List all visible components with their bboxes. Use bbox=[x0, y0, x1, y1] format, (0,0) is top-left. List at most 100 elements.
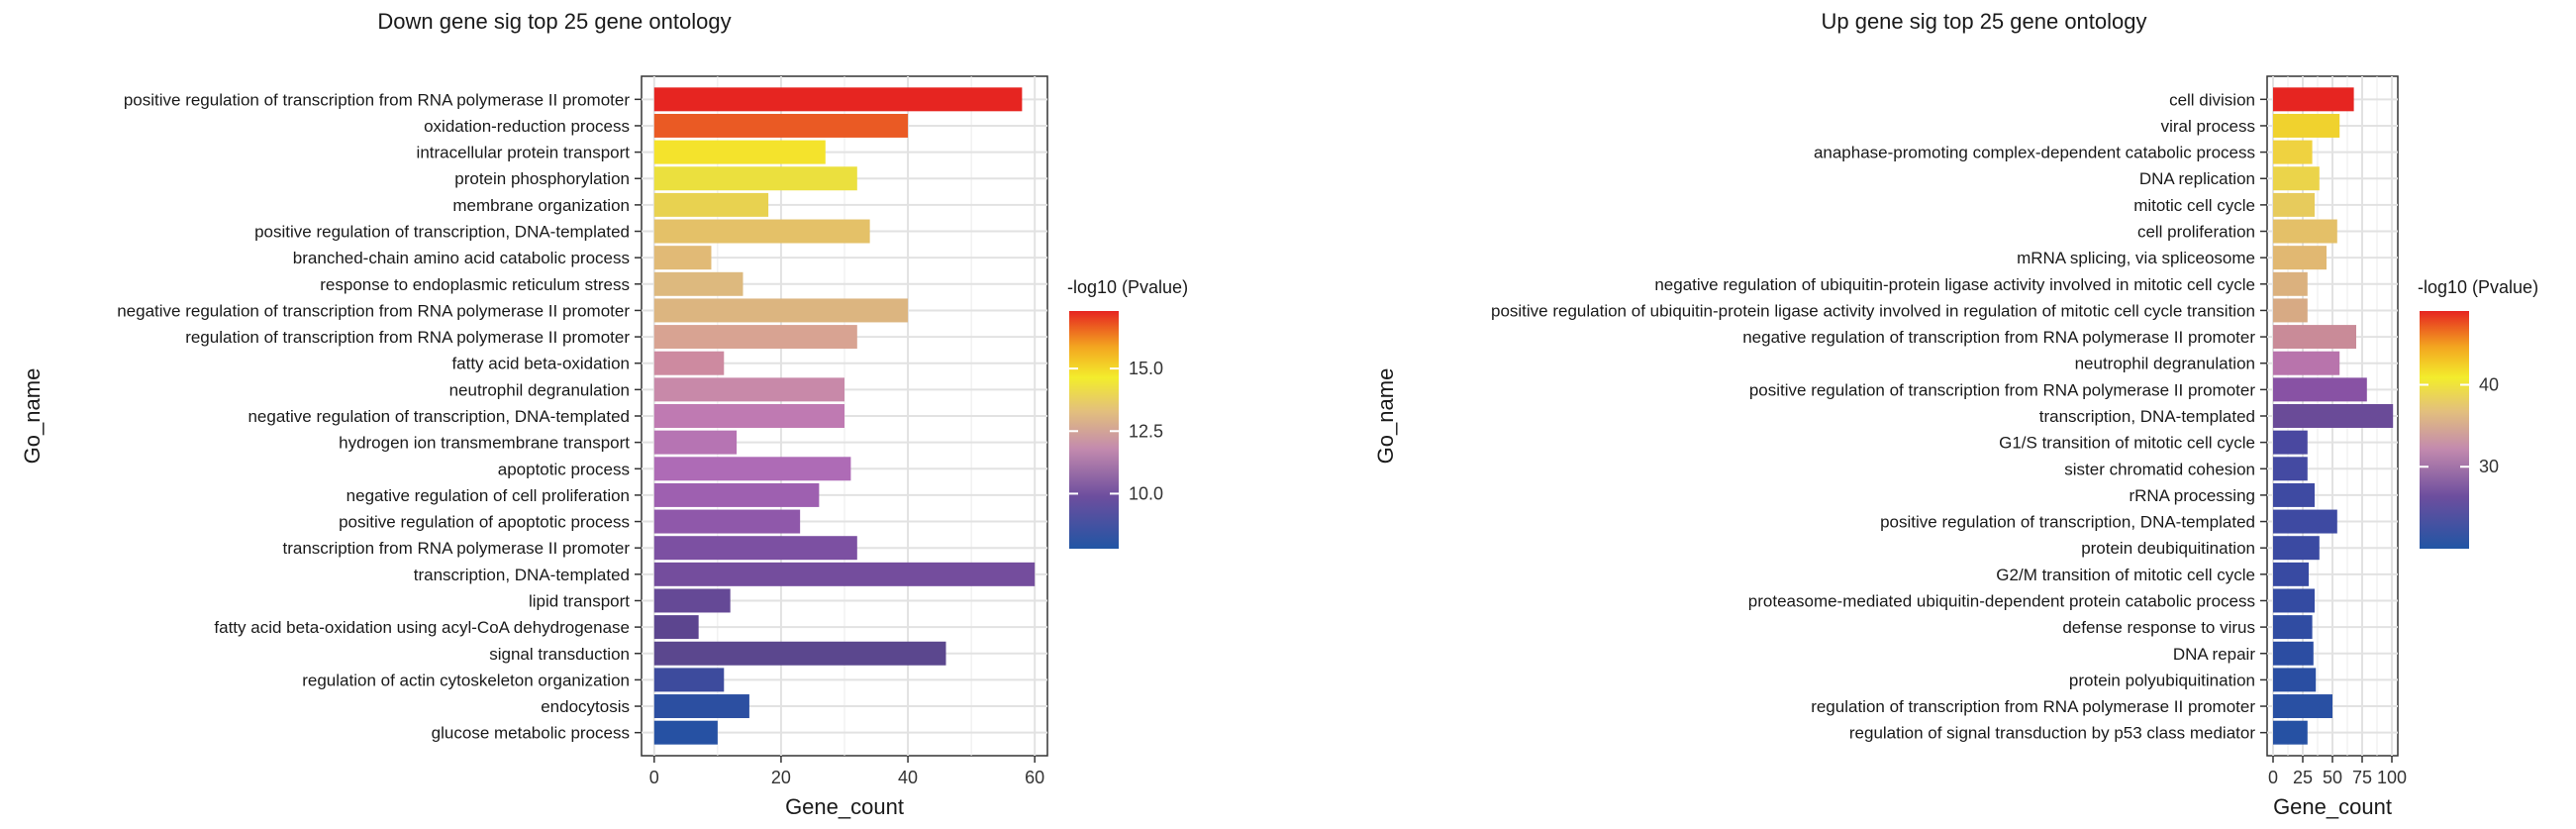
down-bar bbox=[653, 668, 725, 692]
down-x-tick-label: 0 bbox=[649, 768, 659, 787]
down-x-ticks: 0 20 40 60 bbox=[649, 756, 1044, 787]
up-x-tick-label: 100 bbox=[2377, 768, 2407, 787]
up-category-label: sister chromatid cohesion bbox=[2064, 460, 2255, 478]
up-bar bbox=[2273, 482, 2315, 507]
down-bar bbox=[653, 192, 769, 217]
down-category-label: fatty acid beta-oxidation using acyl-CoA… bbox=[214, 618, 630, 637]
up-legend-tick-label: 30 bbox=[2479, 457, 2499, 476]
down-bar bbox=[653, 509, 801, 534]
up-chart-panel: Up gene sig top 25 gene ontology cell di… bbox=[1373, 9, 2538, 819]
up-bar bbox=[2273, 694, 2332, 719]
down-y-axis-label: Go_name bbox=[20, 368, 45, 465]
down-category-label: protein phosphorylation bbox=[454, 169, 630, 188]
up-category-label: positive regulation of transcription, DN… bbox=[1880, 513, 2255, 532]
up-x-tick-label: 0 bbox=[2268, 768, 2278, 787]
down-colorbar bbox=[1069, 311, 1119, 549]
down-category-label: transcription, DNA-templated bbox=[414, 566, 630, 584]
down-category-label: oxidation-reduction process bbox=[424, 117, 630, 136]
up-bar bbox=[2273, 430, 2308, 455]
up-legend-ticks: 30 40 bbox=[2420, 374, 2499, 476]
down-category-label: positive regulation of transcription fro… bbox=[124, 90, 631, 109]
up-bar bbox=[2273, 720, 2308, 745]
down-bar bbox=[653, 457, 851, 481]
down-category-label: response to endoplasmic reticulum stress bbox=[320, 275, 630, 294]
up-category-label: cell proliferation bbox=[2137, 223, 2255, 242]
down-bar bbox=[653, 482, 820, 507]
down-category-label: membrane organization bbox=[452, 196, 630, 215]
down-category-label: lipid transport bbox=[529, 591, 630, 610]
down-bar bbox=[653, 325, 857, 350]
up-bar bbox=[2273, 271, 2308, 296]
down-bar bbox=[653, 298, 909, 323]
down-category-label: intracellular protein transport bbox=[417, 144, 631, 162]
down-bar bbox=[653, 87, 1023, 112]
up-colorbar bbox=[2420, 311, 2469, 549]
down-bar bbox=[653, 588, 731, 613]
up-category-label: positive regulation of ubiquitin-protein… bbox=[1491, 301, 2255, 320]
up-bar bbox=[2273, 166, 2320, 191]
up-category-label: regulation of transcription from RNA pol… bbox=[1811, 697, 2255, 716]
up-category-label: positive regulation of transcription fro… bbox=[1749, 380, 2256, 399]
down-bar bbox=[653, 377, 844, 402]
down-category-label: fatty acid beta-oxidation bbox=[451, 355, 630, 373]
down-category-label: endocytosis bbox=[541, 697, 630, 716]
down-bar bbox=[653, 562, 1036, 586]
down-category-labels: positive regulation of transcription fro… bbox=[117, 90, 642, 743]
up-category-label: G1/S transition of mitotic cell cycle bbox=[1999, 434, 2255, 453]
up-category-label: neutrophil degranulation bbox=[2075, 355, 2255, 373]
up-category-label: G2/M transition of mitotic cell cycle bbox=[1996, 566, 2255, 584]
up-bar bbox=[2273, 588, 2315, 613]
down-category-label: branched-chain amino acid catabolic proc… bbox=[293, 249, 630, 267]
down-category-label: signal transduction bbox=[489, 645, 630, 664]
down-category-label: positive regulation of transcription, DN… bbox=[254, 223, 630, 242]
down-legend-tick-label: 12.5 bbox=[1129, 421, 1163, 441]
down-bar bbox=[653, 641, 946, 666]
down-legend-ticks: 10.0 12.5 15.0 bbox=[1069, 359, 1163, 503]
up-bar bbox=[2273, 219, 2337, 244]
up-bar bbox=[2273, 457, 2308, 481]
up-y-axis-label: Go_name bbox=[1373, 368, 1398, 465]
down-x-tick-label: 60 bbox=[1025, 768, 1044, 787]
up-x-tick-label: 50 bbox=[2323, 768, 2342, 787]
up-category-label: DNA replication bbox=[2139, 169, 2255, 188]
up-bar bbox=[2273, 377, 2367, 402]
up-bar bbox=[2273, 641, 2314, 666]
up-bar bbox=[2273, 562, 2309, 586]
up-category-label: regulation of signal transduction by p53… bbox=[1849, 724, 2255, 743]
up-bar bbox=[2273, 87, 2354, 112]
up-chart-title: Up gene sig top 25 gene ontology bbox=[1821, 9, 2146, 34]
up-category-label: defense response to virus bbox=[2062, 618, 2255, 637]
down-legend-title: -log10 (Pvalue) bbox=[1067, 277, 1188, 297]
up-bar bbox=[2273, 615, 2313, 640]
up-bar bbox=[2273, 298, 2308, 323]
up-category-label: negative regulation of transcription fro… bbox=[1742, 328, 2255, 347]
down-bar bbox=[653, 166, 857, 191]
up-bar bbox=[2273, 509, 2337, 534]
up-x-ticks: 0 25 50 75 100 bbox=[2268, 756, 2407, 787]
up-x-tick-label: 25 bbox=[2293, 768, 2313, 787]
down-category-label: neutrophil degranulation bbox=[449, 380, 630, 399]
down-bar bbox=[653, 351, 725, 375]
up-bar bbox=[2273, 140, 2313, 164]
up-category-label: anaphase-promoting complex-dependent cat… bbox=[1814, 144, 2255, 162]
down-bar bbox=[653, 271, 743, 296]
up-category-label: transcription, DNA-templated bbox=[2039, 407, 2255, 426]
up-x-axis-label: Gene_count bbox=[2273, 794, 2392, 819]
down-category-label: regulation of actin cytoskeleton organiz… bbox=[302, 671, 630, 689]
down-chart-panel: Down gene sig top 25 gene ontology posit… bbox=[20, 9, 1188, 819]
down-bars bbox=[653, 87, 1036, 745]
up-x-tick-label: 75 bbox=[2352, 768, 2372, 787]
up-category-label: rRNA processing bbox=[2129, 486, 2255, 505]
up-category-label: mRNA splicing, via spliceosome bbox=[2017, 249, 2255, 267]
down-bar bbox=[653, 720, 718, 745]
down-bar bbox=[653, 113, 909, 138]
down-x-axis-label: Gene_count bbox=[785, 794, 904, 819]
up-bar bbox=[2273, 192, 2315, 217]
up-category-label: protein deubiquitination bbox=[2081, 539, 2255, 558]
up-bar bbox=[2273, 246, 2327, 270]
down-bar bbox=[653, 140, 826, 164]
up-category-label: protein polyubiquitination bbox=[2069, 671, 2255, 689]
down-legend-tick-label: 15.0 bbox=[1129, 359, 1163, 378]
